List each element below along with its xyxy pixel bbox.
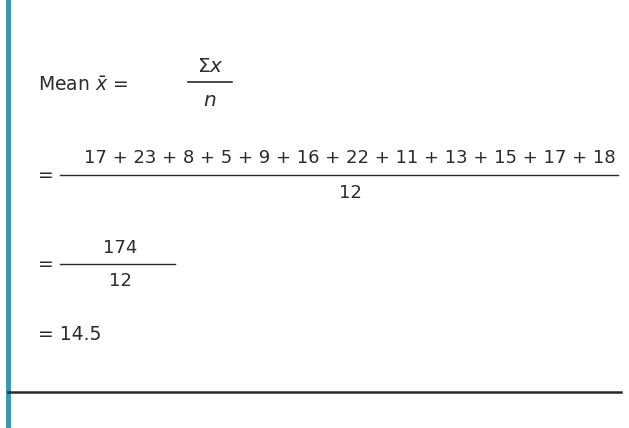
Text: $\mathit{\Sigma x}$: $\mathit{\Sigma x}$ <box>197 56 223 75</box>
Text: =: = <box>38 166 53 185</box>
Text: 17 + 23 + 8 + 5 + 9 + 16 + 22 + 11 + 13 + 15 + 17 + 18: 17 + 23 + 8 + 5 + 9 + 16 + 22 + 11 + 13 … <box>84 149 616 167</box>
Text: 12: 12 <box>109 272 131 290</box>
Text: 12: 12 <box>338 184 362 202</box>
Text: Mean $\bar{x}$ =: Mean $\bar{x}$ = <box>38 75 128 95</box>
Text: 174: 174 <box>103 239 137 257</box>
Text: =: = <box>38 255 53 274</box>
Text: = 14.5: = 14.5 <box>38 326 101 345</box>
Text: $\mathit{n}$: $\mathit{n}$ <box>203 90 217 110</box>
